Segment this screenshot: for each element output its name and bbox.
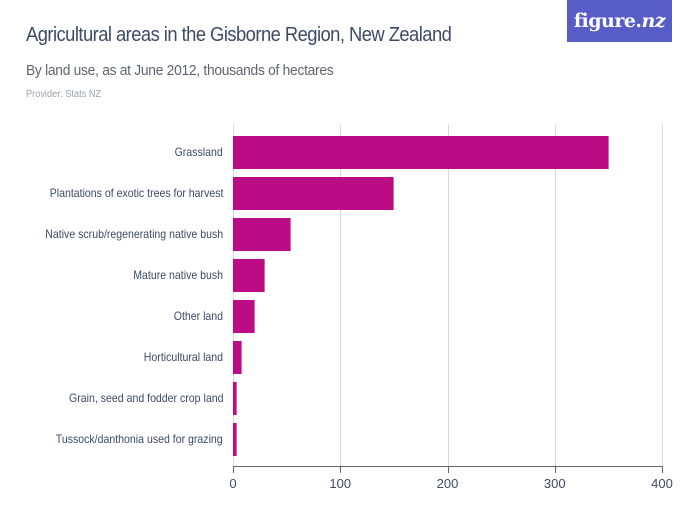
- x-tick-label: 200: [436, 476, 459, 491]
- bar[interactable]: [233, 136, 610, 169]
- x-tick: [340, 466, 342, 473]
- bar[interactable]: [233, 300, 255, 333]
- bar[interactable]: [233, 259, 266, 292]
- category-label: Other land: [173, 309, 223, 323]
- figure-nz-logo[interactable]: figure. nz: [567, 0, 672, 42]
- category-label: Tussock/danthonia used for grazing: [56, 432, 223, 446]
- gridline: [233, 125, 234, 466]
- gridline: [554, 125, 556, 466]
- bar[interactable]: [233, 382, 238, 415]
- category-label: Grain, seed and fodder crop land: [68, 391, 223, 405]
- x-tick-label: 0: [229, 476, 237, 491]
- x-tick: [554, 466, 556, 473]
- category-label: Plantations of exotic trees for harvest: [49, 186, 223, 200]
- bar[interactable]: [233, 218, 291, 251]
- logo-text: figure.: [573, 10, 642, 32]
- category-label: Native scrub/regenerating native bush: [45, 227, 223, 241]
- gridline: [662, 125, 663, 466]
- logo-text-italic: nz: [641, 10, 666, 32]
- category-label: Horticultural land: [143, 350, 223, 364]
- x-tick-label: 400: [651, 476, 673, 491]
- provider-text: Provider: Stats NZ: [26, 89, 102, 100]
- gridline: [340, 125, 342, 466]
- chart-subtitle: By land use, as at June 2012, thousands …: [26, 62, 334, 79]
- x-tick: [447, 466, 449, 473]
- category-label: Mature native bush: [133, 268, 223, 282]
- bar[interactable]: [233, 423, 237, 456]
- category-label: Grassland: [174, 145, 223, 159]
- x-tick-label: 100: [329, 476, 352, 491]
- gridline: [447, 125, 449, 466]
- x-tick-label: 300: [543, 476, 566, 491]
- x-tick: [662, 466, 663, 473]
- bar[interactable]: [233, 177, 394, 210]
- bar[interactable]: [233, 341, 243, 374]
- x-tick: [233, 466, 234, 473]
- chart-title: Agricultural areas in the Gisborne Regio…: [26, 24, 452, 46]
